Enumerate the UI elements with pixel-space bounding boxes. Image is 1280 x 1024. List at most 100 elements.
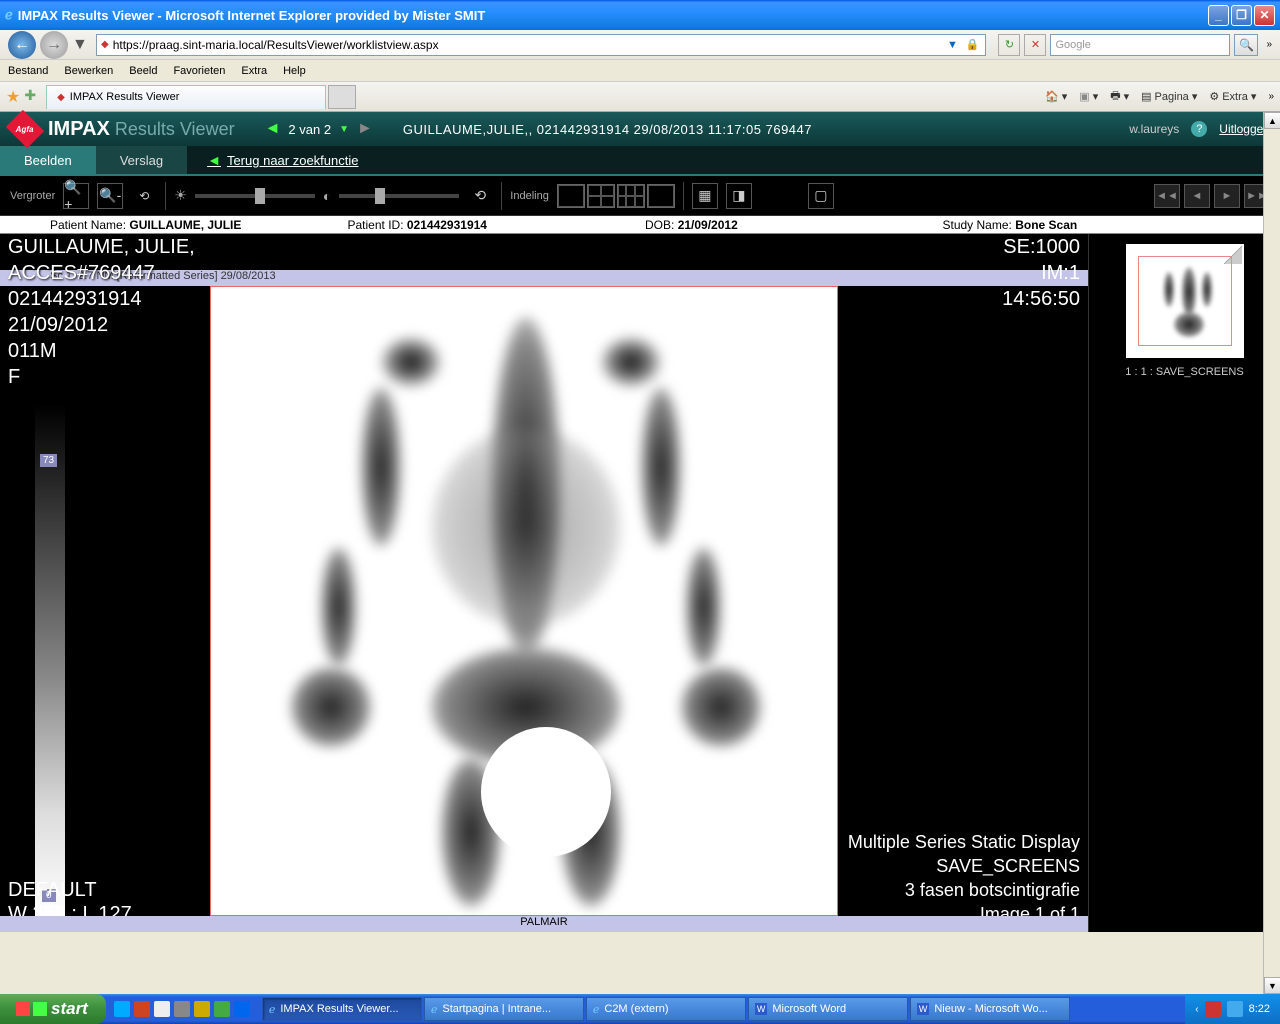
ql-icon[interactable] bbox=[154, 1001, 170, 1017]
scroll-up-button[interactable]: ▲ bbox=[1264, 112, 1280, 129]
taskbar-item[interactable]: ℯC2M (extern) bbox=[586, 997, 746, 1021]
brightness-slider[interactable] bbox=[195, 194, 315, 198]
brightness-icon: ☀ bbox=[174, 187, 187, 204]
tool-icon-c[interactable]: ▢ bbox=[808, 183, 834, 209]
next-arrow-icon[interactable]: ► bbox=[357, 120, 373, 138]
menu-edit[interactable]: Bewerken bbox=[64, 65, 113, 77]
help-button[interactable]: ? bbox=[1191, 121, 1207, 137]
chevron-icon[interactable]: » bbox=[1266, 39, 1272, 50]
taskbar-item[interactable]: WNieuw - Microsoft Wo... bbox=[910, 997, 1070, 1021]
tools-menu[interactable]: ⚙Extra ▾ bbox=[1209, 90, 1256, 103]
search-button[interactable]: 🔍 bbox=[1234, 34, 1258, 56]
clock[interactable]: 8:22 bbox=[1249, 1003, 1270, 1015]
ql-icon[interactable] bbox=[134, 1001, 150, 1017]
add-favorite-icon[interactable]: ✚ bbox=[24, 87, 36, 107]
tool-icon-b[interactable]: ◨ bbox=[726, 183, 752, 209]
ql-icon[interactable] bbox=[174, 1001, 190, 1017]
print-button[interactable]: 🖶▾ bbox=[1110, 87, 1129, 106]
back-button[interactable]: ← bbox=[8, 31, 36, 59]
vergroter-label: Vergroter bbox=[10, 190, 55, 202]
thumbnail-panel: 1 : 1 : SAVE_SCREENS bbox=[1088, 234, 1280, 932]
impax-header: Agfa IMPAX Results Viewer ◄ 2 van 2 ▼ ► … bbox=[0, 112, 1280, 146]
scroll-down-button[interactable]: ▼ bbox=[1264, 977, 1280, 994]
layout-custom[interactable] bbox=[647, 184, 675, 208]
ie-icon: ℯ bbox=[593, 1003, 600, 1016]
maximize-button[interactable]: ❐ bbox=[1231, 5, 1252, 26]
menu-view[interactable]: Beeld bbox=[129, 65, 157, 77]
layout-1x1[interactable] bbox=[557, 184, 585, 208]
search-placeholder: Google bbox=[1055, 39, 1090, 51]
lock-icon: 🔒 bbox=[963, 36, 981, 54]
url-dropdown[interactable]: ▼ bbox=[943, 36, 961, 54]
search-box[interactable]: Google bbox=[1050, 34, 1230, 56]
page-dropdown[interactable]: ▼ bbox=[339, 124, 349, 135]
ie-navigation-bar: ← → ▼ ◆ https://praag.sint-maria.local/R… bbox=[0, 30, 1280, 60]
prev-arrow-icon[interactable]: ◄ bbox=[265, 120, 281, 138]
taskbar-item[interactable]: ℯIMPAX Results Viewer... bbox=[262, 997, 422, 1021]
menu-extra[interactable]: Extra bbox=[241, 65, 267, 77]
contrast-slider[interactable] bbox=[339, 194, 459, 198]
impax-tabs: Beelden Verslag ◄ Terug naar zoekfunctie bbox=[0, 146, 1280, 176]
zoom-reset-button[interactable]: ⟲ bbox=[131, 183, 157, 209]
ql-icon[interactable] bbox=[234, 1001, 250, 1017]
window-titlebar: ℯ IMPAX Results Viewer - Microsoft Inter… bbox=[0, 0, 1280, 30]
stop-button[interactable]: ✕ bbox=[1024, 34, 1046, 56]
feeds-button[interactable]: ▣▾ bbox=[1079, 90, 1098, 103]
address-bar[interactable]: ◆ https://praag.sint-maria.local/Results… bbox=[96, 34, 986, 56]
next-image-button[interactable]: ► bbox=[1214, 184, 1240, 208]
refresh-button[interactable]: ↻ bbox=[998, 34, 1020, 56]
ql-icon[interactable] bbox=[214, 1001, 230, 1017]
menu-help[interactable]: Help bbox=[283, 65, 306, 77]
page-indicator: 2 van 2 bbox=[288, 122, 331, 137]
ql-icon[interactable] bbox=[194, 1001, 210, 1017]
back-to-search-link[interactable]: ◄ Terug naar zoekfunctie bbox=[207, 146, 358, 174]
tab-icon: ◆ bbox=[57, 92, 65, 103]
page-icon: ▤ bbox=[1141, 90, 1151, 103]
tray-icon[interactable] bbox=[1227, 1001, 1243, 1017]
thumbnail-label: 1 : 1 : SAVE_SCREENS bbox=[1099, 366, 1270, 378]
quick-launch bbox=[106, 1001, 258, 1017]
overlay-top-left: GUILLAUME, JULIE, ACCES#769447 021442931… bbox=[8, 234, 195, 390]
ie-scrollbar[interactable]: ▲ ▼ bbox=[1263, 112, 1280, 994]
main-viewport[interactable]: 73 0 Sc 1: 2.7 NM [Reformatted Series] 2… bbox=[0, 234, 1088, 932]
taskbar-item[interactable]: WMicrosoft Word bbox=[748, 997, 908, 1021]
menu-favorites[interactable]: Favorieten bbox=[173, 65, 225, 77]
window-title: IMPAX Results Viewer - Microsoft Interne… bbox=[18, 8, 1208, 23]
gear-icon: ⚙ bbox=[1209, 90, 1219, 103]
forward-button[interactable]: → bbox=[40, 31, 68, 59]
task-items: ℯIMPAX Results Viewer... ℯStartpagina | … bbox=[258, 997, 1185, 1021]
history-dropdown[interactable]: ▼ bbox=[72, 36, 84, 54]
taskbar-item[interactable]: ℯStartpagina | Intrane... bbox=[424, 997, 584, 1021]
ie-icon: ℯ bbox=[431, 1003, 438, 1016]
username: w.laureys bbox=[1129, 122, 1179, 136]
browser-tab[interactable]: ◆ IMPAX Results Viewer bbox=[46, 85, 326, 109]
ql-icon[interactable] bbox=[114, 1001, 130, 1017]
new-tab-button[interactable] bbox=[328, 85, 356, 109]
layout-2x2[interactable] bbox=[587, 184, 615, 208]
chevron-icon[interactable]: » bbox=[1268, 91, 1274, 102]
tab-beelden[interactable]: Beelden bbox=[0, 146, 96, 174]
reset-wl-button[interactable]: ⟲ bbox=[467, 183, 493, 209]
ie-tab-row: ★ ✚ ◆ IMPAX Results Viewer 🏠▾ ▣▾ 🖶▾ ▤Pag… bbox=[0, 82, 1280, 112]
home-icon: 🏠 bbox=[1045, 90, 1059, 103]
favorites-star-icon[interactable]: ★ bbox=[6, 87, 20, 107]
tab-title: IMPAX Results Viewer bbox=[70, 91, 180, 103]
zoom-out-button[interactable]: 🔍- bbox=[97, 183, 123, 209]
close-button[interactable]: ✕ bbox=[1254, 5, 1275, 26]
tab-verslag[interactable]: Verslag bbox=[96, 146, 187, 174]
tray-expand-icon[interactable]: ‹ bbox=[1195, 1004, 1198, 1015]
start-button[interactable]: start bbox=[0, 994, 106, 1024]
home-button[interactable]: 🏠▾ bbox=[1045, 90, 1067, 103]
zoom-in-button[interactable]: 🔍+ bbox=[63, 183, 89, 209]
page-menu[interactable]: ▤Pagina ▾ bbox=[1141, 90, 1197, 103]
layout-2x3[interactable] bbox=[617, 184, 645, 208]
thumbnail[interactable] bbox=[1126, 244, 1244, 358]
minimize-button[interactable]: _ bbox=[1208, 5, 1229, 26]
menu-file[interactable]: Bestand bbox=[8, 65, 48, 77]
impax-brand: IMPAX bbox=[48, 118, 110, 141]
tray-icon[interactable] bbox=[1205, 1001, 1221, 1017]
first-image-button[interactable]: ◄◄ bbox=[1154, 184, 1180, 208]
tool-icon-a[interactable]: ▦ bbox=[692, 183, 718, 209]
system-tray: ‹ 8:22 bbox=[1185, 994, 1280, 1024]
prev-image-button[interactable]: ◄ bbox=[1184, 184, 1210, 208]
